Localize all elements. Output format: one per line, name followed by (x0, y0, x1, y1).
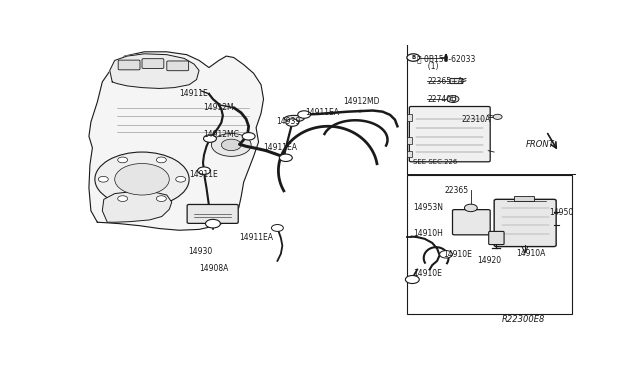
Text: 22365: 22365 (445, 186, 468, 195)
FancyBboxPatch shape (187, 205, 238, 223)
Polygon shape (89, 52, 264, 230)
Ellipse shape (284, 115, 304, 122)
FancyBboxPatch shape (450, 78, 463, 84)
FancyBboxPatch shape (118, 60, 140, 70)
Circle shape (156, 196, 166, 202)
FancyBboxPatch shape (142, 59, 164, 68)
FancyBboxPatch shape (452, 210, 490, 235)
Text: 14912MC: 14912MC (203, 129, 239, 138)
FancyBboxPatch shape (494, 199, 556, 247)
Circle shape (440, 251, 452, 258)
Polygon shape (110, 54, 199, 89)
Circle shape (493, 114, 502, 119)
Circle shape (204, 135, 216, 142)
Circle shape (465, 204, 477, 212)
Circle shape (447, 96, 459, 103)
Text: R22300E8: R22300E8 (502, 315, 546, 324)
Text: 22310A: 22310A (462, 115, 491, 124)
Circle shape (298, 111, 310, 118)
Text: 14911EA: 14911EA (306, 108, 340, 117)
Circle shape (156, 157, 166, 163)
Text: 14912M: 14912M (203, 103, 234, 112)
Text: 14939: 14939 (276, 118, 300, 126)
FancyBboxPatch shape (167, 61, 189, 71)
Bar (408, 175, 572, 314)
Text: 14911EA: 14911EA (239, 232, 273, 242)
FancyBboxPatch shape (410, 106, 490, 162)
Circle shape (450, 97, 456, 101)
Circle shape (407, 54, 420, 61)
Circle shape (118, 196, 127, 202)
Circle shape (198, 167, 211, 174)
Text: 14910E: 14910E (413, 269, 442, 278)
Circle shape (115, 164, 169, 195)
Bar (408, 151, 412, 157)
Text: 22740U: 22740U (428, 95, 457, 104)
Circle shape (176, 176, 186, 182)
Text: B: B (411, 55, 415, 60)
Bar (514, 196, 534, 201)
Text: (1): (1) (423, 62, 439, 71)
Circle shape (286, 119, 299, 126)
Text: SEE SEC.226: SEE SEC.226 (413, 159, 458, 165)
Text: 22365+A: 22365+A (428, 77, 463, 86)
Circle shape (99, 176, 108, 182)
Circle shape (211, 134, 251, 156)
Bar (408, 114, 412, 121)
Text: 14953N: 14953N (413, 203, 444, 212)
Circle shape (242, 132, 255, 140)
Circle shape (405, 276, 419, 283)
Circle shape (95, 152, 189, 206)
Text: 14910A: 14910A (516, 249, 546, 258)
Text: 14911E: 14911E (179, 89, 208, 98)
FancyBboxPatch shape (489, 231, 504, 244)
Text: 14912MD: 14912MD (343, 97, 380, 106)
Text: 14950: 14950 (548, 208, 573, 217)
Text: 14910E: 14910E (444, 250, 472, 259)
Text: 14911EA: 14911EA (264, 143, 298, 152)
Circle shape (221, 139, 241, 151)
Circle shape (118, 157, 127, 163)
Text: 14920: 14920 (477, 256, 501, 264)
Polygon shape (102, 191, 172, 222)
Circle shape (205, 219, 220, 228)
Text: 14930: 14930 (188, 247, 212, 256)
Text: FRONT: FRONT (525, 140, 554, 150)
Text: 14911E: 14911E (189, 170, 218, 179)
Text: 14910H: 14910H (413, 229, 443, 238)
Text: 14908A: 14908A (199, 264, 228, 273)
Text: Ⓑ 0B158-62033: Ⓑ 0B158-62033 (417, 54, 476, 63)
Circle shape (280, 154, 292, 161)
Bar (408, 137, 412, 144)
Circle shape (271, 225, 284, 231)
